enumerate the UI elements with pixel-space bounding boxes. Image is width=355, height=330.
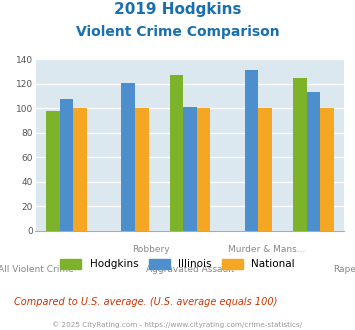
Text: © 2025 CityRating.com - https://www.cityrating.com/crime-statistics/: © 2025 CityRating.com - https://www.city…	[53, 322, 302, 328]
Bar	[258, 109, 272, 231]
Bar	[121, 83, 135, 231]
Bar	[135, 109, 148, 231]
Text: Aggravated Assault: Aggravated Assault	[146, 265, 234, 274]
Bar	[183, 107, 197, 231]
Text: 2019 Hodgkins: 2019 Hodgkins	[114, 2, 241, 16]
Text: Murder & Mans...: Murder & Mans...	[229, 245, 306, 254]
Text: Rape: Rape	[333, 265, 355, 274]
Bar	[170, 75, 183, 231]
Bar	[197, 109, 210, 231]
Bar	[46, 111, 60, 231]
Text: Robbery: Robbery	[132, 245, 170, 254]
Text: Violent Crime Comparison: Violent Crime Comparison	[76, 25, 279, 39]
Bar	[245, 70, 258, 231]
Bar	[73, 109, 87, 231]
Text: All Violent Crime: All Violent Crime	[0, 265, 73, 274]
Bar	[293, 78, 307, 231]
Bar	[307, 92, 320, 231]
Bar	[320, 109, 334, 231]
Bar	[60, 99, 73, 231]
Legend: Hodgkins, Illinois, National: Hodgkins, Illinois, National	[56, 255, 299, 274]
Text: Compared to U.S. average. (U.S. average equals 100): Compared to U.S. average. (U.S. average …	[14, 297, 278, 307]
